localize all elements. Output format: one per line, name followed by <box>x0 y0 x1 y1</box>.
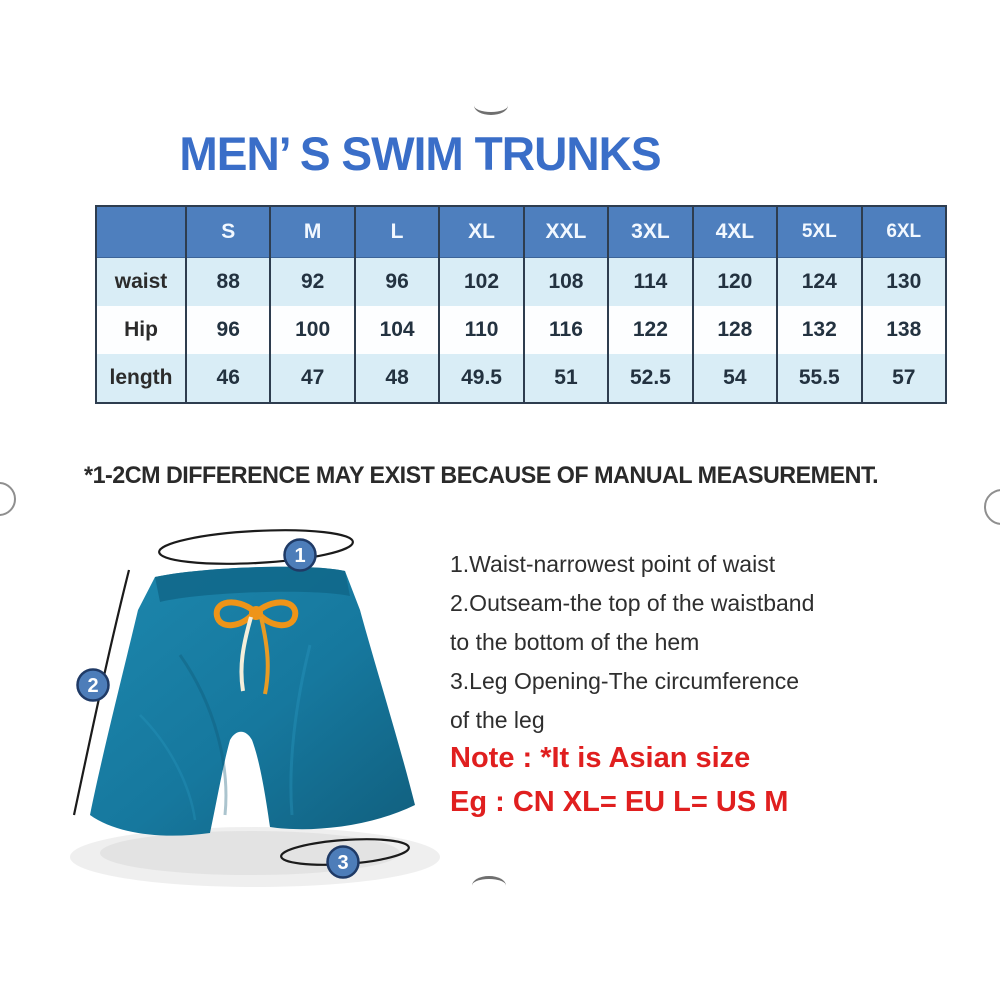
drawstring <box>213 599 299 695</box>
size-cell: 46 <box>184 354 271 403</box>
guide-line: of the leg <box>450 707 545 733</box>
size-column-header: L <box>353 206 440 258</box>
size-column-header: 6XL <box>860 206 946 258</box>
size-cell: 128 <box>691 306 778 354</box>
size-cell: 120 <box>691 257 778 306</box>
size-column-header: S <box>184 206 271 258</box>
edge-arc-top <box>474 96 508 115</box>
size-cell: 114 <box>607 257 693 306</box>
size-column-header: M <box>269 206 355 258</box>
badge-1: 1 <box>283 538 317 572</box>
badge-2: 2 <box>76 668 110 702</box>
size-cell: 130 <box>860 257 946 306</box>
size-cell: 100 <box>269 306 355 354</box>
guide-line: 3.Leg Opening-The circumference <box>450 668 800 694</box>
size-cell: 102 <box>438 257 524 306</box>
measurement-disclaimer: *1-2CM DIFFERENCE MAY EXIST BECAUSE OF M… <box>84 462 879 489</box>
row-label-length: length <box>96 354 186 403</box>
svg-text:1: 1 <box>294 545 305 567</box>
guide-line: 2.Outseam-the top of the waistband <box>450 590 815 616</box>
size-cell: 51 <box>522 354 609 403</box>
size-cell: 57 <box>860 354 946 403</box>
swim-trunks-diagram: 1 2 3 <box>70 529 440 887</box>
badge-3: 3 <box>326 845 360 879</box>
size-cell: 92 <box>269 257 355 306</box>
size-cell: 122 <box>607 306 693 354</box>
guide-line: to the bottom of the hem <box>450 629 700 655</box>
table-row-length: length 46 47 48 49.5 51 52.5 54 55.5 57 <box>96 354 946 403</box>
size-cell: 108 <box>522 257 609 306</box>
edge-ring-left <box>0 482 16 516</box>
size-cell: 96 <box>353 257 440 306</box>
row-label-waist: waist <box>96 257 186 306</box>
svg-text:2: 2 <box>87 675 98 697</box>
size-column-header: 4XL <box>691 206 778 258</box>
size-column-header: XL <box>438 206 524 258</box>
size-cell: 88 <box>184 257 271 306</box>
size-cell: 54 <box>691 354 778 403</box>
table-row-hip: Hip 96 100 104 110 116 122 128 132 138 <box>96 306 946 354</box>
size-cell: 48 <box>353 354 440 403</box>
asian-size-note: Note : *It is Asian size Eg : CN XL= EU … <box>450 736 788 824</box>
table-row-waist: waist 88 92 96 102 108 114 120 124 130 <box>96 257 946 306</box>
size-cell: 49.5 <box>438 354 524 403</box>
size-column-header: 3XL <box>607 206 693 258</box>
size-cell: 104 <box>353 306 440 354</box>
size-cell: 110 <box>438 306 524 354</box>
size-cell: 138 <box>860 306 946 354</box>
size-cell: 55.5 <box>776 354 862 403</box>
guide-line: 1.Waist-narrowest point of waist <box>450 551 776 577</box>
size-cell: 124 <box>776 257 862 306</box>
size-table: S M L XL XXL 3XL 4XL 5XL 6XL waist 88 92… <box>95 205 947 404</box>
svg-text:3: 3 <box>337 852 348 874</box>
size-cell: 132 <box>776 306 862 354</box>
size-column-header: XXL <box>522 206 609 258</box>
row-label-hip: Hip <box>96 306 186 354</box>
edge-ring-right <box>984 489 1000 525</box>
size-table-corner-cell <box>96 206 186 258</box>
size-cell: 116 <box>522 306 609 354</box>
shadow <box>70 827 440 887</box>
page-title: MEN’ S SWIM TRUNKS <box>179 127 661 180</box>
size-cell: 96 <box>184 306 271 354</box>
swim-trunks-image <box>90 566 415 836</box>
note-line-1: Note : *It is Asian size <box>450 742 751 774</box>
note-line-2: Eg : CN XL= EU L= US M <box>450 786 789 818</box>
edge-arc-bottom <box>472 876 506 895</box>
size-cell: 47 <box>269 354 355 403</box>
measurement-guide: 1.Waist-narrowest point of waist 2.Outse… <box>450 545 814 740</box>
size-cell: 52.5 <box>607 354 693 403</box>
size-table-header-row: S M L XL XXL 3XL 4XL 5XL 6XL <box>96 206 946 258</box>
waist-measure-ellipse <box>158 529 354 565</box>
size-column-header: 5XL <box>776 206 862 258</box>
